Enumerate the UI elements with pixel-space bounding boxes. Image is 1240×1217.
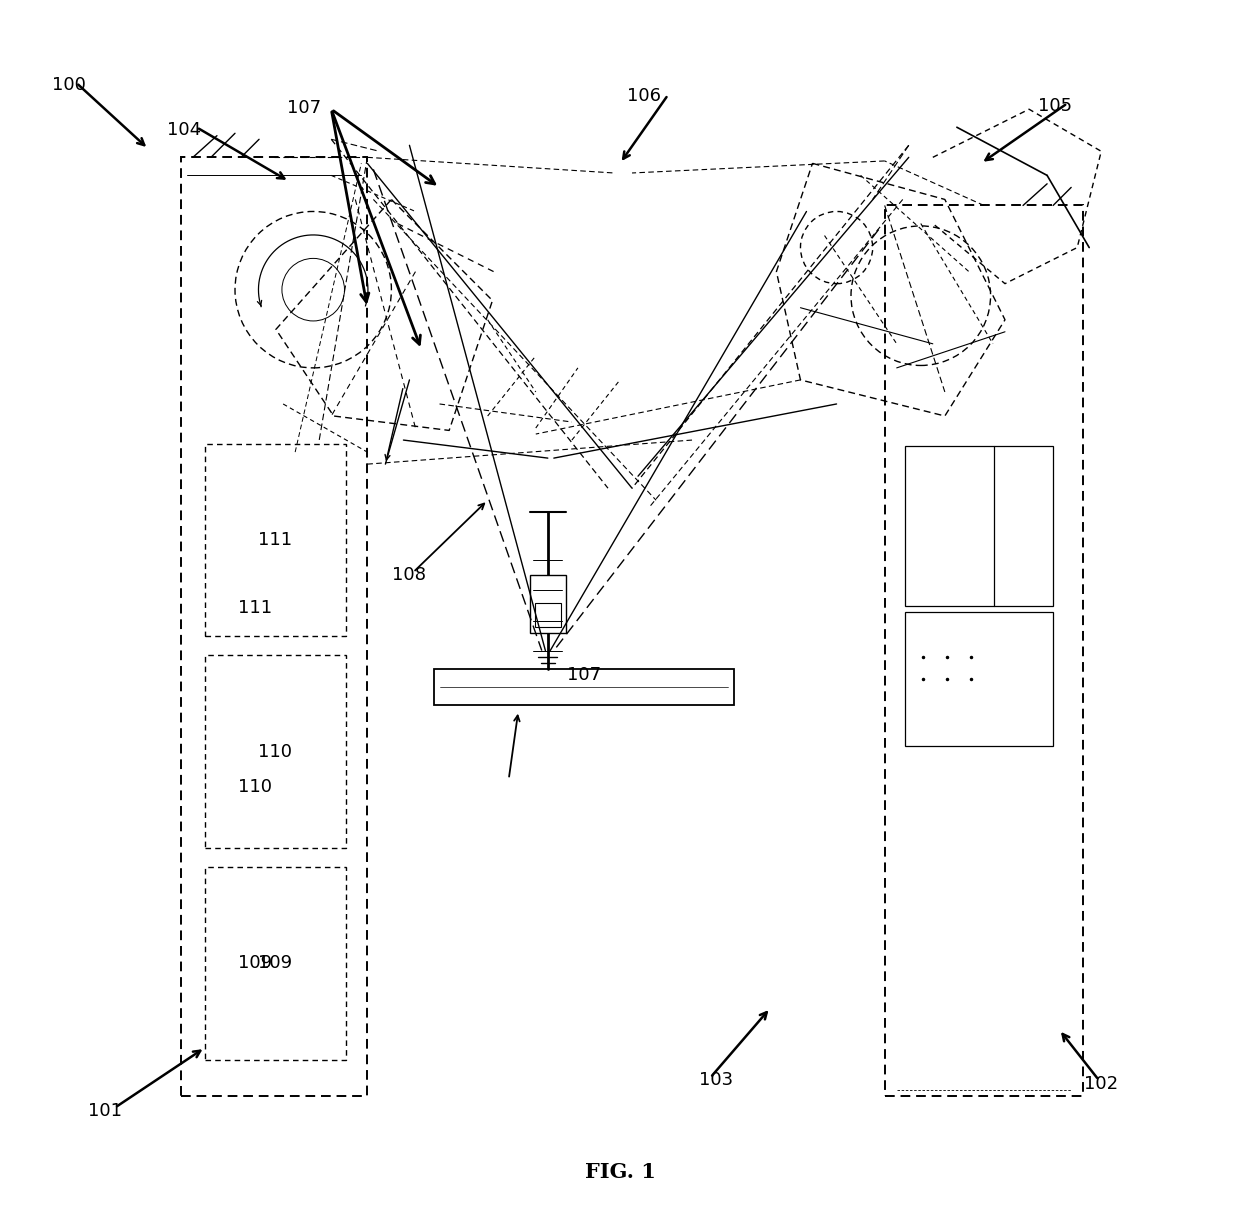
Text: 108: 108 [392, 566, 427, 584]
Bar [434, 668, 734, 705]
Bar [534, 604, 560, 627]
Text: 107: 107 [567, 666, 601, 684]
Text: 107: 107 [286, 99, 321, 117]
Text: 111: 111 [238, 600, 273, 617]
Bar [205, 656, 346, 848]
Text: 101: 101 [88, 1103, 122, 1121]
Text: 100: 100 [52, 77, 86, 94]
Text: 102: 102 [1084, 1075, 1118, 1093]
Text: 104: 104 [167, 120, 202, 139]
Text: FIG. 1: FIG. 1 [584, 1161, 656, 1182]
Text: 106: 106 [627, 86, 661, 105]
Bar [205, 868, 346, 1060]
Text: 110: 110 [238, 778, 273, 796]
Bar [181, 157, 367, 1095]
Text: 109: 109 [258, 954, 293, 972]
Text: 109: 109 [238, 954, 273, 972]
Text: 105: 105 [1038, 96, 1073, 114]
Text: 103: 103 [699, 1071, 733, 1089]
Bar [205, 444, 346, 636]
Bar [904, 445, 1054, 606]
Bar [904, 612, 1054, 746]
Bar [884, 206, 1084, 1095]
Bar [529, 574, 565, 633]
Text: 110: 110 [258, 742, 293, 761]
Text: 111: 111 [258, 531, 293, 549]
